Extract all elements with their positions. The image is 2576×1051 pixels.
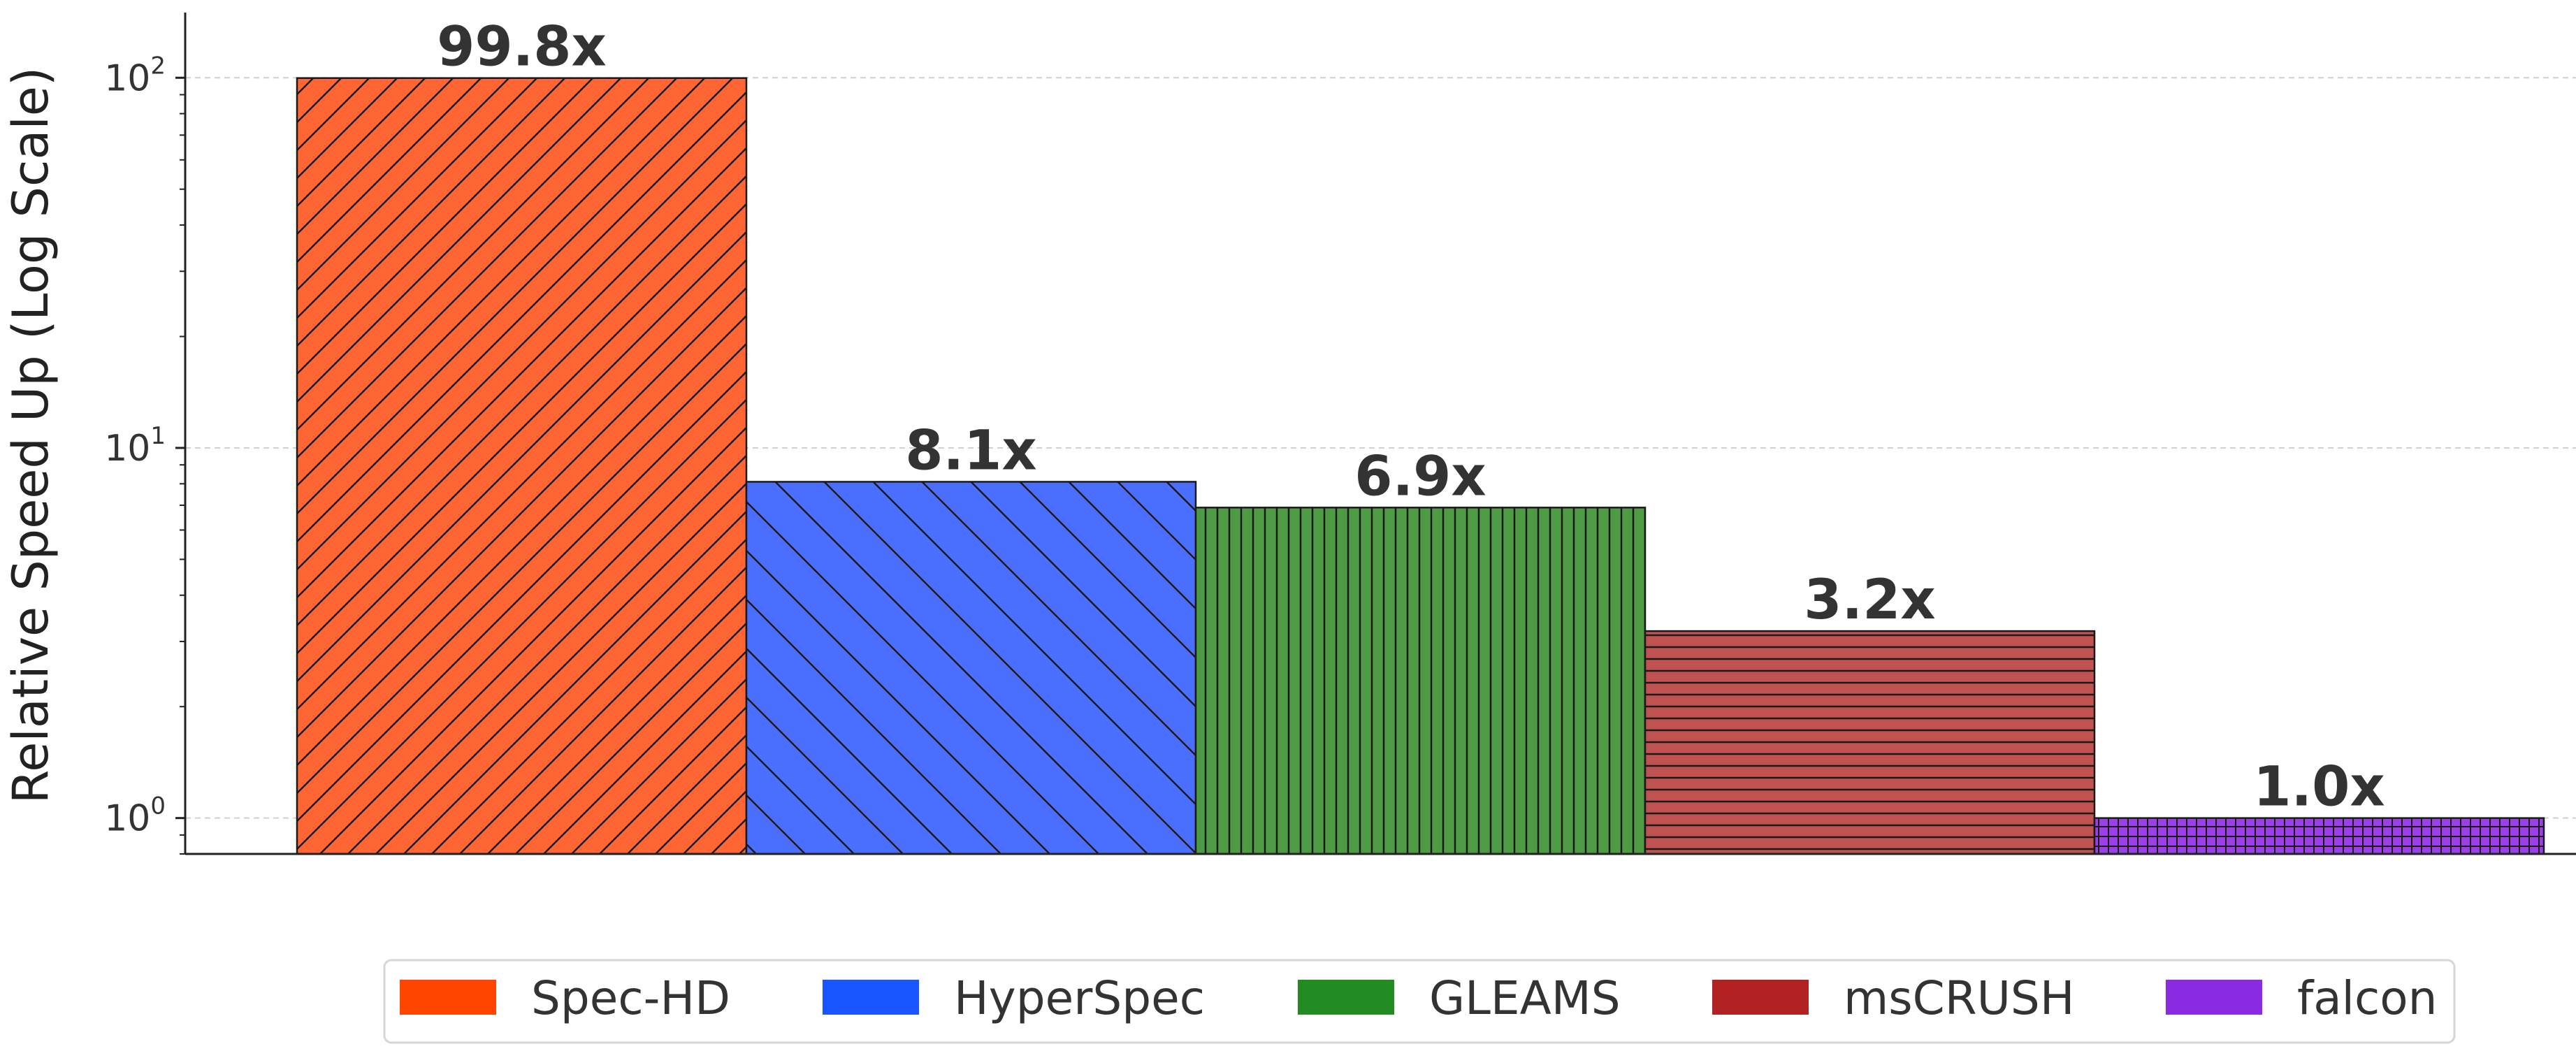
bar-hatch	[745, 481, 1197, 855]
legend-label: msCRUSH	[1844, 971, 2074, 1025]
legend-entry-gleams: GLEAMS	[1298, 971, 1621, 1025]
legend-swatch	[400, 980, 496, 1015]
bar-value-label: 8.1x	[905, 419, 1037, 482]
bars	[296, 77, 2545, 855]
bar-value-labels: 99.8x 8.1x 6.9x 3.2x 1.0x	[437, 16, 2385, 819]
y-tick-label: 101	[104, 422, 166, 470]
bar-hatch	[296, 77, 748, 855]
bar-value-label: 1.0x	[2253, 756, 2385, 819]
bar-mscrush	[1644, 630, 2096, 855]
legend-entry-spec-hd: Spec-HD	[400, 971, 730, 1025]
legend-entry-mscrush: msCRUSH	[1712, 971, 2074, 1025]
axes: 100 101 102	[104, 13, 2576, 855]
bar-falcon	[2093, 817, 2545, 855]
bar-value-label: 6.9x	[1354, 445, 1486, 508]
legend-label: HyperSpec	[954, 971, 1205, 1025]
bar-hatch	[2093, 817, 2545, 855]
legend-label: falcon	[2297, 971, 2438, 1025]
y-axis-title: Relative Speed Up (Log Scale)	[2, 67, 59, 804]
legend-swatch	[1712, 980, 1809, 1015]
legend-entry-falcon: falcon	[2166, 971, 2438, 1025]
y-tick-label: 100	[104, 792, 166, 840]
bar-gleams	[1194, 507, 1647, 855]
legend-label: GLEAMS	[1429, 971, 1621, 1025]
bar-hatch	[1194, 507, 1647, 855]
legend-swatch	[823, 980, 919, 1015]
legend-swatch	[2166, 980, 2262, 1015]
bar-value-label: 3.2x	[1804, 569, 1936, 632]
y-tick-label: 102	[104, 52, 166, 99]
legend-entry-hyperspec: HyperSpec	[823, 971, 1205, 1025]
legend-swatch	[1298, 980, 1394, 1015]
bar-value-label: 99.8x	[437, 16, 607, 79]
legend: Spec-HD HyperSpec GLEAMS msCRUSH falcon	[383, 959, 2456, 1044]
legend-label: Spec-HD	[531, 971, 730, 1025]
bar-hyperspec	[745, 481, 1197, 855]
bar-spec-hd	[296, 77, 748, 855]
bar-hatch	[1644, 630, 2096, 855]
